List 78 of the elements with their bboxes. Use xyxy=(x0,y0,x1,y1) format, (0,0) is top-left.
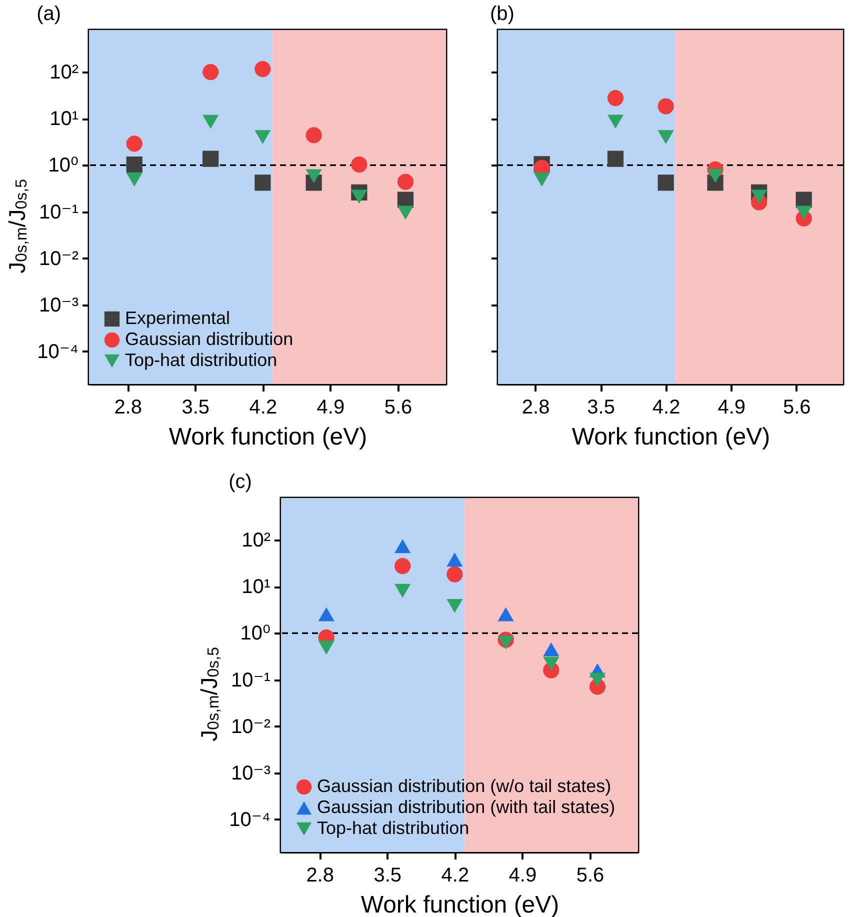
point xyxy=(497,636,514,650)
legend-label: Gaussian distribution (w/o tail states) xyxy=(316,776,611,796)
y-tick-label: 10⁻³ xyxy=(230,762,270,784)
x-tick-label: 5.6 xyxy=(782,396,811,418)
chart-title: (a) xyxy=(36,3,61,25)
point xyxy=(126,136,142,152)
point xyxy=(254,174,270,191)
x-axis-title: Work function (eV) xyxy=(168,424,367,450)
x-tick-label: 4.9 xyxy=(316,396,344,418)
point xyxy=(202,64,218,80)
x-tick-label: 2.8 xyxy=(114,396,142,418)
x-tick-label: 5.6 xyxy=(576,864,604,886)
x-tick-label: 4.2 xyxy=(248,396,277,418)
chart-title: (c) xyxy=(228,471,252,493)
point xyxy=(126,156,142,173)
chart-title: (b) xyxy=(490,3,514,25)
y-tick-label: 10⁰ xyxy=(48,154,78,177)
point xyxy=(796,206,812,220)
point xyxy=(534,172,550,187)
point xyxy=(394,584,410,598)
x-tick-label: 2.8 xyxy=(306,864,334,886)
y-tick-label: 10⁻¹ xyxy=(230,669,270,692)
y-tick-label: 10¹ xyxy=(49,108,78,130)
point xyxy=(305,169,322,184)
point xyxy=(397,206,414,220)
point xyxy=(318,640,334,655)
y-tick-label: 10² xyxy=(241,530,270,552)
legend-label: Gaussian distribution (with tail states) xyxy=(316,797,615,817)
legend-label: Top-hat distribution xyxy=(316,818,469,838)
point xyxy=(658,98,674,114)
point xyxy=(607,150,624,167)
point xyxy=(254,61,270,78)
point xyxy=(607,90,624,106)
x-tick-label: 3.5 xyxy=(587,396,615,418)
point xyxy=(202,114,218,129)
point xyxy=(607,114,624,129)
legend-label: Gaussian distribution xyxy=(124,329,293,349)
y-tick-label: 10¹ xyxy=(241,576,270,598)
x-tick-label: 4.2 xyxy=(440,864,469,886)
legend-label: Top-hat distribution xyxy=(124,350,277,370)
y-tick-label: 10⁰ xyxy=(240,622,270,645)
x-tick-label: 4.9 xyxy=(508,864,536,886)
point xyxy=(542,642,559,656)
point xyxy=(589,672,606,687)
point xyxy=(394,558,410,574)
point xyxy=(542,656,559,671)
point xyxy=(397,174,414,190)
point xyxy=(446,598,462,613)
point xyxy=(446,566,462,582)
y-tick-label: 10⁻³ xyxy=(38,294,78,316)
x-tick-label: 4.9 xyxy=(718,396,746,418)
y-tick-label: 10⁻¹ xyxy=(38,201,78,224)
point xyxy=(126,172,142,187)
y-tick-label: 10² xyxy=(49,62,78,84)
point xyxy=(658,174,674,191)
x-tick-label: 5.6 xyxy=(384,396,412,418)
y-tick-label: 10⁻⁴ xyxy=(228,808,270,831)
x-tick-label: 3.5 xyxy=(181,396,210,418)
x-tick-label: 2.8 xyxy=(522,396,550,418)
point xyxy=(497,607,514,622)
point xyxy=(254,130,270,144)
point xyxy=(350,190,367,204)
y-tick-label: 10⁻⁴ xyxy=(36,340,78,363)
legend-label: Experimental xyxy=(124,308,230,328)
x-tick-label: 4.2 xyxy=(652,396,680,418)
x-axis-title: Work function (eV) xyxy=(572,424,770,450)
point xyxy=(305,127,322,144)
y-tick-label: 10⁻² xyxy=(38,248,78,270)
point xyxy=(394,539,410,554)
point xyxy=(751,190,768,204)
point xyxy=(658,130,674,144)
y-tick-label: 10⁻² xyxy=(230,716,270,738)
point xyxy=(202,150,218,167)
point xyxy=(707,168,724,183)
point xyxy=(318,607,334,622)
point xyxy=(446,552,462,567)
x-tick-label: 3.5 xyxy=(373,864,402,886)
point xyxy=(350,156,367,173)
